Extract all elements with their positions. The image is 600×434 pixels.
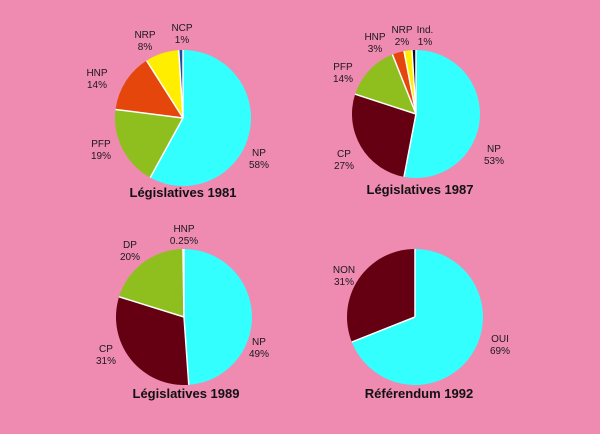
slice-separator bbox=[391, 54, 417, 115]
slice-label-hnp: HNP 14% bbox=[86, 68, 107, 91]
slice-separator bbox=[182, 248, 185, 318]
pie-slice-cp bbox=[351, 94, 416, 177]
pie-chart-2: NP 53% CP 27% PFP 14% HNP 3% NRP 2% Ind. 1% Législat… bbox=[333, 25, 504, 197]
pie-slice-pfp bbox=[115, 109, 183, 178]
slice-label-dp: DP 20% bbox=[120, 240, 140, 263]
slice-label-hnp: HNP 3% bbox=[364, 32, 385, 55]
slice-label-cp: CP 31% bbox=[96, 344, 116, 367]
pie-slice-cp bbox=[116, 296, 189, 385]
chart-title: Référendum 1992 bbox=[365, 386, 473, 401]
pie-slice-hnp bbox=[115, 60, 183, 118]
slice-label-np: NP 53% bbox=[484, 144, 504, 167]
slice-label-np: NP 58% bbox=[249, 148, 269, 171]
slice-separator bbox=[115, 108, 184, 119]
chart-title: Législatives 1987 bbox=[367, 182, 474, 197]
slice-separator bbox=[354, 93, 417, 115]
slice-label-ncp: NCP 1% bbox=[171, 23, 192, 46]
slice-separator bbox=[177, 50, 184, 119]
slice-separator bbox=[403, 113, 417, 178]
slice-separator bbox=[351, 316, 416, 343]
pie-slice-np bbox=[150, 50, 251, 186]
slice-label-pfp: PFP 14% bbox=[333, 62, 353, 85]
pie-chart-1: NP 58% PFP 19% HNP 14% NRP 8% NCP 1% Législatives … bbox=[86, 23, 269, 200]
pie-slice-nrp bbox=[146, 50, 183, 118]
slice-label-non: NON 31% bbox=[333, 265, 355, 288]
slice-label-nrp: NRP 8% bbox=[134, 30, 155, 53]
pie-chart-3: NP 49% CP 31% DP 20% HNP 0.25% Législatives 1989 bbox=[96, 224, 269, 401]
chart-title: Législatives 1989 bbox=[133, 386, 240, 401]
slice-label-cp: CP 27% bbox=[334, 149, 354, 172]
slice-separator bbox=[183, 316, 190, 385]
slice-separator bbox=[403, 50, 417, 115]
pie-slice-oui bbox=[351, 249, 484, 386]
slice-separator bbox=[118, 296, 185, 318]
slice-label-ind: Ind. 1% bbox=[417, 25, 434, 48]
slice-label-np: NP 49% bbox=[249, 337, 269, 360]
slice-label-hnp: HNP 0.25% bbox=[170, 224, 198, 247]
slice-label-nrp: NRP 2% bbox=[391, 25, 412, 48]
pie-slice-dp bbox=[119, 249, 184, 317]
slice-label-pfp: PFP 19% bbox=[91, 139, 111, 162]
pie-slice-np bbox=[184, 249, 252, 385]
pie-slice-np bbox=[404, 50, 480, 179]
chart-title: Législatives 1981 bbox=[130, 185, 237, 200]
pie-chart-4: OUI 69% NON 31% Référendum 1992 bbox=[333, 249, 510, 401]
slice-separator bbox=[411, 50, 417, 115]
slice-separator bbox=[149, 117, 184, 178]
slice-label-oui: OUI 69% bbox=[490, 334, 510, 357]
slice-separator bbox=[145, 60, 184, 119]
pie-slice-non bbox=[347, 249, 415, 343]
